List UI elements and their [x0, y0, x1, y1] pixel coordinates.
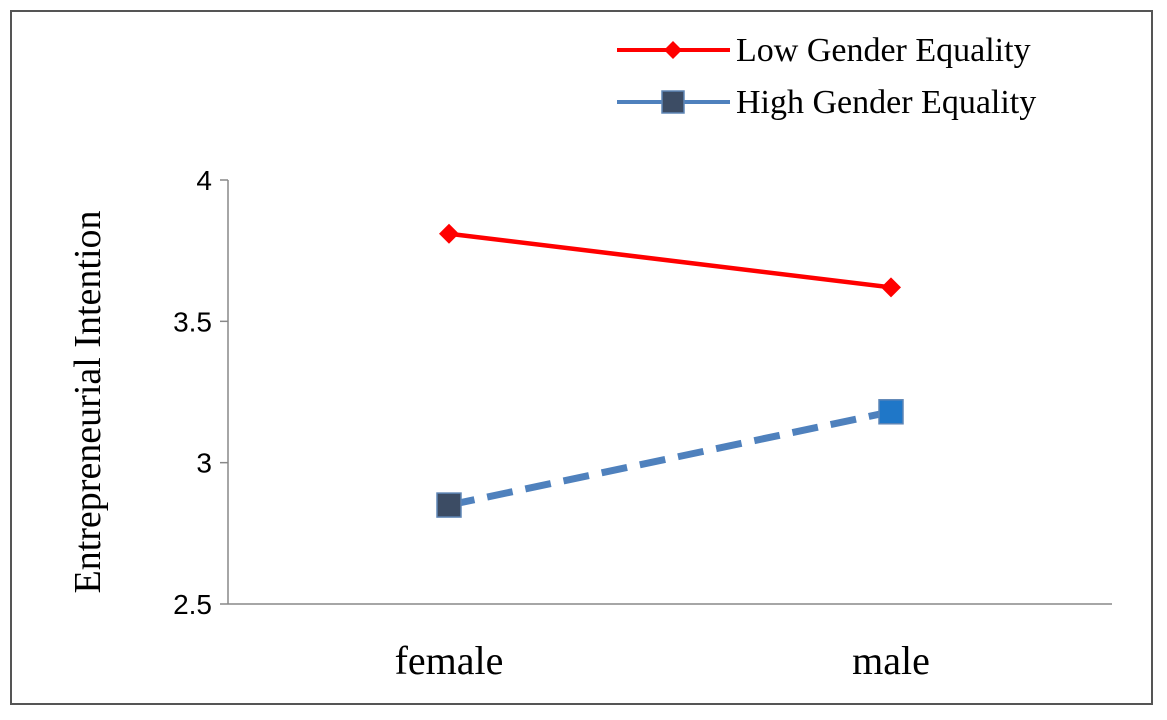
legend-item: Low Gender Equality — [617, 32, 1031, 69]
y-tick-label: 3.5 — [173, 306, 212, 337]
series-line — [448, 408, 892, 509]
legend: Low Gender Equality High Gender Equality — [617, 32, 1036, 121]
x-tick-label: male — [852, 638, 930, 683]
x-tick-label: female — [395, 638, 504, 683]
y-tick-label: 4 — [196, 165, 212, 196]
y-tick-label: 2.5 — [173, 589, 212, 620]
data-point — [436, 492, 462, 518]
legend-item: High Gender Equality — [617, 84, 1036, 121]
data-point — [439, 223, 459, 244]
y-axis-label: Entrepreneurial Intention — [67, 210, 109, 593]
series-line — [448, 231, 892, 290]
y-tick-label: 3 — [196, 448, 212, 479]
data-point — [881, 277, 901, 298]
legend-label: Low Gender Equality — [736, 32, 1031, 69]
x-ticks: female male — [395, 638, 930, 683]
chart-frame: 2.5 3 3.5 4 female male Entrepreneurial Inte… — [10, 10, 1153, 705]
y-ticks: 2.5 3 3.5 4 — [173, 165, 228, 620]
legend-label: High Gender Equality — [736, 84, 1036, 121]
series-low-gender-equality — [439, 223, 901, 298]
legend-marker — [664, 41, 682, 59]
series-layer — [436, 223, 904, 518]
data-point — [878, 399, 904, 425]
series-high-gender-equality — [436, 399, 904, 518]
legend-marker — [661, 90, 685, 114]
line-chart: 2.5 3 3.5 4 female male Entrepreneurial Inte… — [67, 32, 1112, 683]
